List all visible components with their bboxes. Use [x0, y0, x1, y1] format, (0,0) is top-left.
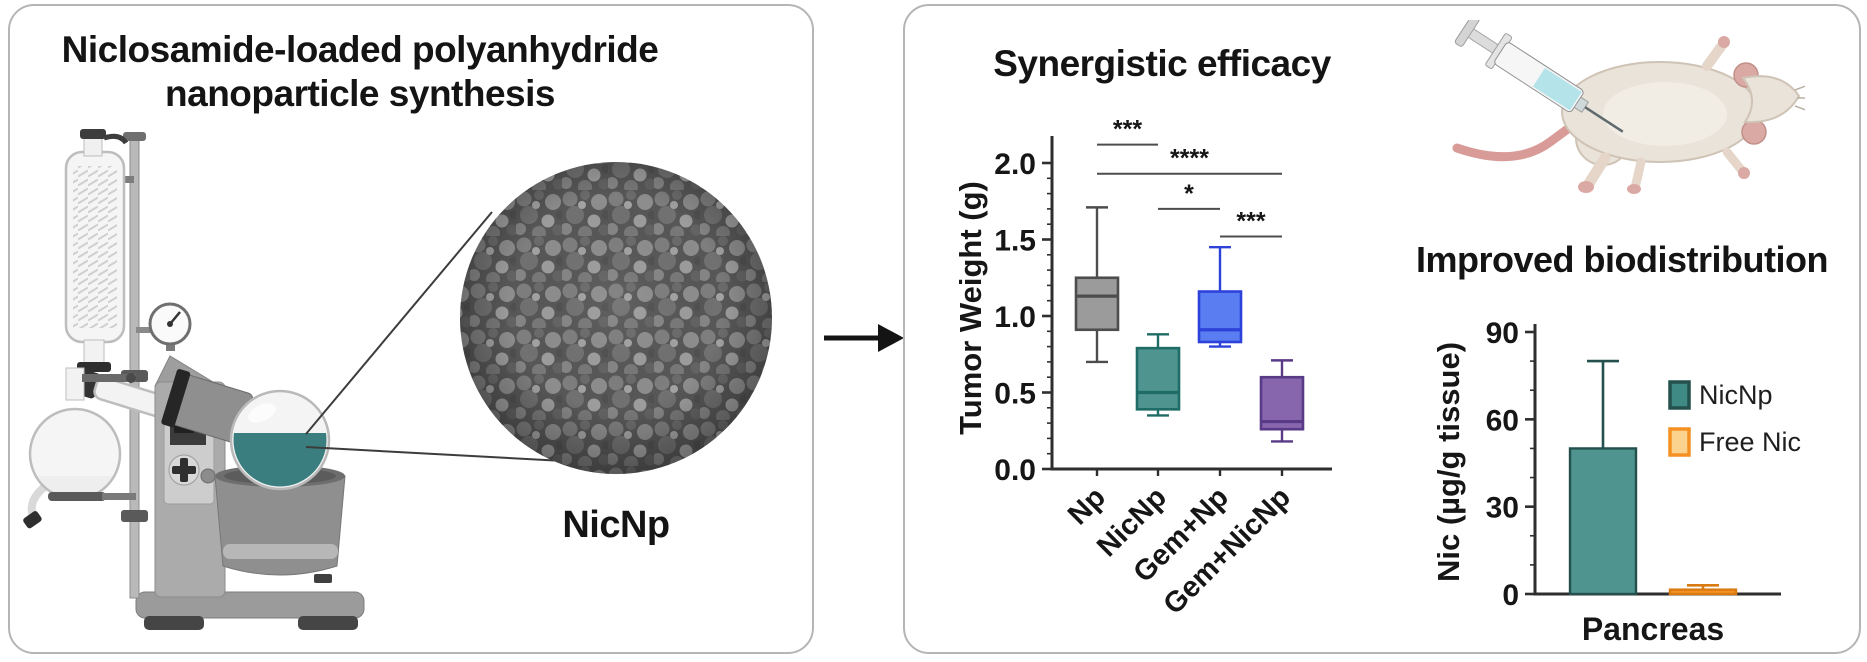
significance-bracket: ****	[1097, 145, 1282, 175]
synthesis-panel-title: Niclosamide-loaded polyanhydride nanopar…	[20, 28, 700, 117]
box-gem-nicnp	[1259, 359, 1305, 443]
significance-bracket: *	[1158, 180, 1220, 210]
mouse-hindlimb	[1582, 152, 1611, 191]
efficacy-title: Synergistic efficacy	[993, 43, 1331, 84]
bar-nicnp	[1568, 359, 1638, 596]
sem-micrograph-group	[305, 162, 772, 474]
stand-pole	[121, 132, 148, 599]
mouse-body-group	[1452, 36, 1805, 194]
synthesis-title-line1: Niclosamide-loaded polyanhydride	[61, 29, 659, 70]
mouse-tail	[1452, 117, 1582, 162]
significance-bracket: ***	[1220, 207, 1282, 238]
legend-swatch-nicnp	[1668, 380, 1691, 410]
syringe-icon	[1454, 20, 1624, 133]
collection-flask	[23, 367, 136, 529]
legend-label: Free Nic	[1699, 427, 1801, 457]
y-tick-label: 1.5	[994, 225, 1036, 258]
rotavap-base	[135, 591, 365, 630]
bar-free-nic	[1668, 583, 1738, 596]
synthesis-title-line2: nanoparticle synthesis	[165, 73, 555, 115]
synthesis-panel: Niclosamide-loaded polyanhydride nanopar…	[8, 4, 814, 654]
box-gem-np	[1197, 245, 1243, 348]
x-axis-label: Pancreas	[1582, 611, 1724, 647]
box-nicnp	[1135, 333, 1181, 417]
mouse-whiskers	[1794, 85, 1805, 111]
y-tick-label: 2.0	[994, 148, 1036, 181]
significance-label: *	[1184, 180, 1194, 208]
significance-label: ***	[1113, 116, 1142, 144]
sem-label: NicNp	[562, 504, 670, 546]
chart-legend: NicNp Free Nic	[1668, 380, 1801, 457]
y-axis-label: Tumor Weight (g)	[957, 181, 988, 435]
barchart-root: 0 30 60 90 Nic (µg/g tissue) Pancreas NicNp Fre…	[1433, 317, 1801, 647]
results-panel: Synergistic efficacy 0.0 0.5 1.0 1.5 2.0 Tumo…	[903, 4, 1861, 654]
y-tick-label: 0	[1502, 579, 1519, 612]
y-tick-label: 0.0	[994, 454, 1036, 487]
vacuum-gauge	[136, 302, 192, 351]
significance-label: ***	[1236, 207, 1265, 235]
magnifier-line-top	[305, 211, 493, 435]
syringe-liquid	[1532, 68, 1582, 111]
box-np	[1074, 206, 1120, 364]
y-tick-label: 1.0	[994, 301, 1036, 334]
evaporating-flask	[229, 389, 331, 491]
y-tick-label: 60	[1486, 404, 1519, 437]
joint-clamp-icon	[77, 362, 111, 372]
y-axis-label: Nic (µg/g tissue)	[1433, 342, 1466, 582]
y-tick-label: 0.5	[994, 378, 1036, 411]
y-tick-label: 30	[1486, 492, 1519, 525]
y-tick-label: 90	[1486, 317, 1519, 350]
condenser-column	[64, 129, 134, 372]
needle	[1584, 106, 1624, 133]
category-label: Np	[1062, 481, 1112, 531]
legend-label: NicNp	[1699, 380, 1773, 410]
mouse-illustration	[1452, 20, 1805, 194]
legend-swatch-free-nic	[1668, 427, 1691, 457]
mouse-ear	[1741, 119, 1767, 145]
significance-label: ****	[1170, 145, 1209, 173]
significance-bracket: ***	[1097, 116, 1158, 146]
rotary-evaporator-illustration	[23, 129, 365, 630]
biodistribution-title: Improved biodistribution	[1416, 239, 1828, 280]
mouse-head	[1741, 75, 1801, 124]
flow-arrow-icon	[824, 324, 904, 352]
biodistribution-bar-chart: 0 30 60 90 Nic (µg/g tissue) Pancreas NicNp Fre…	[1433, 317, 1801, 647]
mouse-forelimb	[1702, 39, 1728, 71]
hose-barb-icon	[103, 133, 129, 145]
